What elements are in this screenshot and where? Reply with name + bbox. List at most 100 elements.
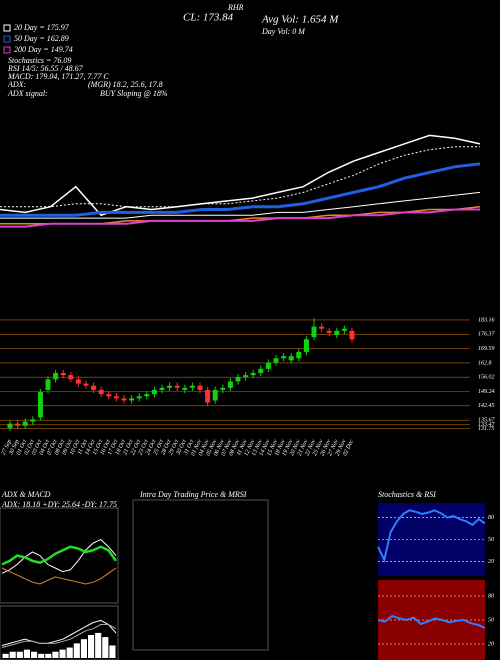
histogram-bar bbox=[66, 647, 73, 658]
info-text: Stochastics = 76.09 bbox=[8, 56, 71, 65]
candle-body bbox=[265, 362, 271, 369]
y-tick-label: 80 bbox=[488, 515, 494, 521]
series-line bbox=[1, 567, 117, 585]
info-text: ADX: bbox=[7, 80, 27, 89]
histogram-bar bbox=[16, 651, 23, 658]
y-tick-label: 183.16 bbox=[478, 317, 495, 323]
candle-body bbox=[83, 383, 89, 386]
candle-body bbox=[45, 379, 51, 390]
candle-body bbox=[60, 373, 66, 376]
histogram-bar bbox=[73, 643, 80, 658]
candle-body bbox=[106, 394, 112, 397]
candle-body bbox=[113, 396, 119, 399]
info-text: MACD: 179.04, 171.27, 7.77 C bbox=[7, 72, 109, 81]
candle-body bbox=[189, 385, 195, 388]
series-line bbox=[1, 619, 117, 646]
histogram-bar bbox=[23, 649, 30, 658]
series-line bbox=[377, 614, 486, 629]
histogram-bar bbox=[38, 653, 45, 658]
series-line bbox=[377, 509, 486, 563]
y-tick-label: 176.37 bbox=[478, 332, 496, 338]
histogram-bar bbox=[31, 651, 38, 658]
series-line bbox=[1, 545, 118, 566]
candle-body bbox=[53, 373, 59, 380]
legend-swatch bbox=[3, 46, 11, 54]
y-tick-label: 149.24 bbox=[478, 388, 495, 395]
candle-body bbox=[182, 387, 188, 390]
candle-body bbox=[30, 419, 36, 422]
candle-body bbox=[303, 339, 309, 352]
legend-swatch bbox=[3, 24, 11, 32]
candle-body bbox=[174, 385, 180, 388]
y-tick-label: 50 bbox=[488, 617, 494, 623]
candle-body bbox=[349, 330, 355, 340]
info-text: (MGR) 18.2, 25.6, 17.8 bbox=[88, 80, 163, 89]
candle-body bbox=[75, 379, 81, 384]
info-text: Day Vol: 0 M bbox=[261, 27, 306, 36]
candle-body bbox=[151, 389, 157, 395]
candle-body bbox=[212, 389, 218, 401]
panel-subtitle: ADX: 18.18 +DY: 25.64 -DY: 17.75 bbox=[1, 500, 117, 509]
y-tick-label: 133.47 bbox=[478, 421, 496, 428]
candle-body bbox=[250, 373, 256, 376]
candle-body bbox=[326, 330, 332, 333]
y-tick-label: 135.67 bbox=[478, 418, 496, 424]
y-tick-label: 20 bbox=[488, 641, 494, 647]
series-line bbox=[0, 146, 480, 208]
intraday-frame bbox=[132, 499, 269, 651]
candle-body bbox=[319, 326, 325, 329]
histogram-bar bbox=[95, 632, 102, 658]
info-text: RHR bbox=[227, 3, 244, 12]
legend-label: 200 Day = 149.74 bbox=[14, 45, 73, 54]
candle-body bbox=[136, 396, 142, 399]
candle-body bbox=[121, 398, 127, 401]
candle-body bbox=[91, 385, 97, 390]
info-text: ADX signal: bbox=[7, 89, 48, 98]
series-line bbox=[0, 162, 481, 217]
histogram-bar bbox=[109, 645, 116, 658]
series-line bbox=[0, 134, 481, 217]
histogram-bar bbox=[9, 651, 16, 658]
candle-body bbox=[159, 387, 165, 390]
candle-body bbox=[205, 389, 211, 403]
panel-title: Intra Day Trading Price & MRSI bbox=[139, 490, 247, 499]
candle-body bbox=[296, 351, 302, 359]
candle-body bbox=[281, 356, 287, 359]
candle-body bbox=[167, 385, 173, 388]
histogram-bar bbox=[80, 639, 87, 658]
y-tick-label: 169.59 bbox=[478, 346, 495, 352]
info-text: Avg Vol: 1.654 M bbox=[261, 14, 339, 26]
candle-body bbox=[37, 392, 43, 418]
candle-body bbox=[288, 356, 294, 361]
info-text: CL: 173.84 bbox=[183, 12, 234, 24]
legend-label: 50 Day = 162.89 bbox=[14, 34, 69, 43]
candle-body bbox=[144, 394, 150, 397]
candle-body bbox=[98, 389, 104, 395]
panel-title: Stochastics & RSI bbox=[378, 490, 436, 499]
histogram-bar bbox=[88, 635, 95, 658]
legend-swatch bbox=[3, 35, 11, 43]
series-line bbox=[1, 624, 117, 648]
histogram-bar bbox=[2, 653, 9, 658]
candle-body bbox=[7, 423, 13, 428]
candle-body bbox=[15, 423, 21, 426]
candle-body bbox=[227, 381, 233, 388]
candle-body bbox=[243, 375, 249, 378]
candle-body bbox=[68, 375, 74, 380]
candle-body bbox=[220, 387, 226, 390]
series-line bbox=[1, 539, 117, 574]
series-line bbox=[0, 208, 480, 228]
y-tick-label: 20 bbox=[488, 559, 494, 565]
histogram-bar bbox=[59, 649, 66, 658]
histogram-bar bbox=[45, 653, 52, 658]
adx-frame bbox=[0, 507, 119, 604]
y-tick-label: 162.8 bbox=[478, 360, 492, 366]
candle-body bbox=[129, 398, 135, 401]
info-text: RSI 14/5: 56.55 / 48.67 bbox=[7, 64, 84, 73]
series-line bbox=[0, 191, 481, 219]
candle-body bbox=[235, 377, 241, 382]
histogram-bar bbox=[52, 651, 59, 658]
y-tick-label: 80 bbox=[488, 593, 494, 599]
candle-body bbox=[273, 358, 279, 363]
